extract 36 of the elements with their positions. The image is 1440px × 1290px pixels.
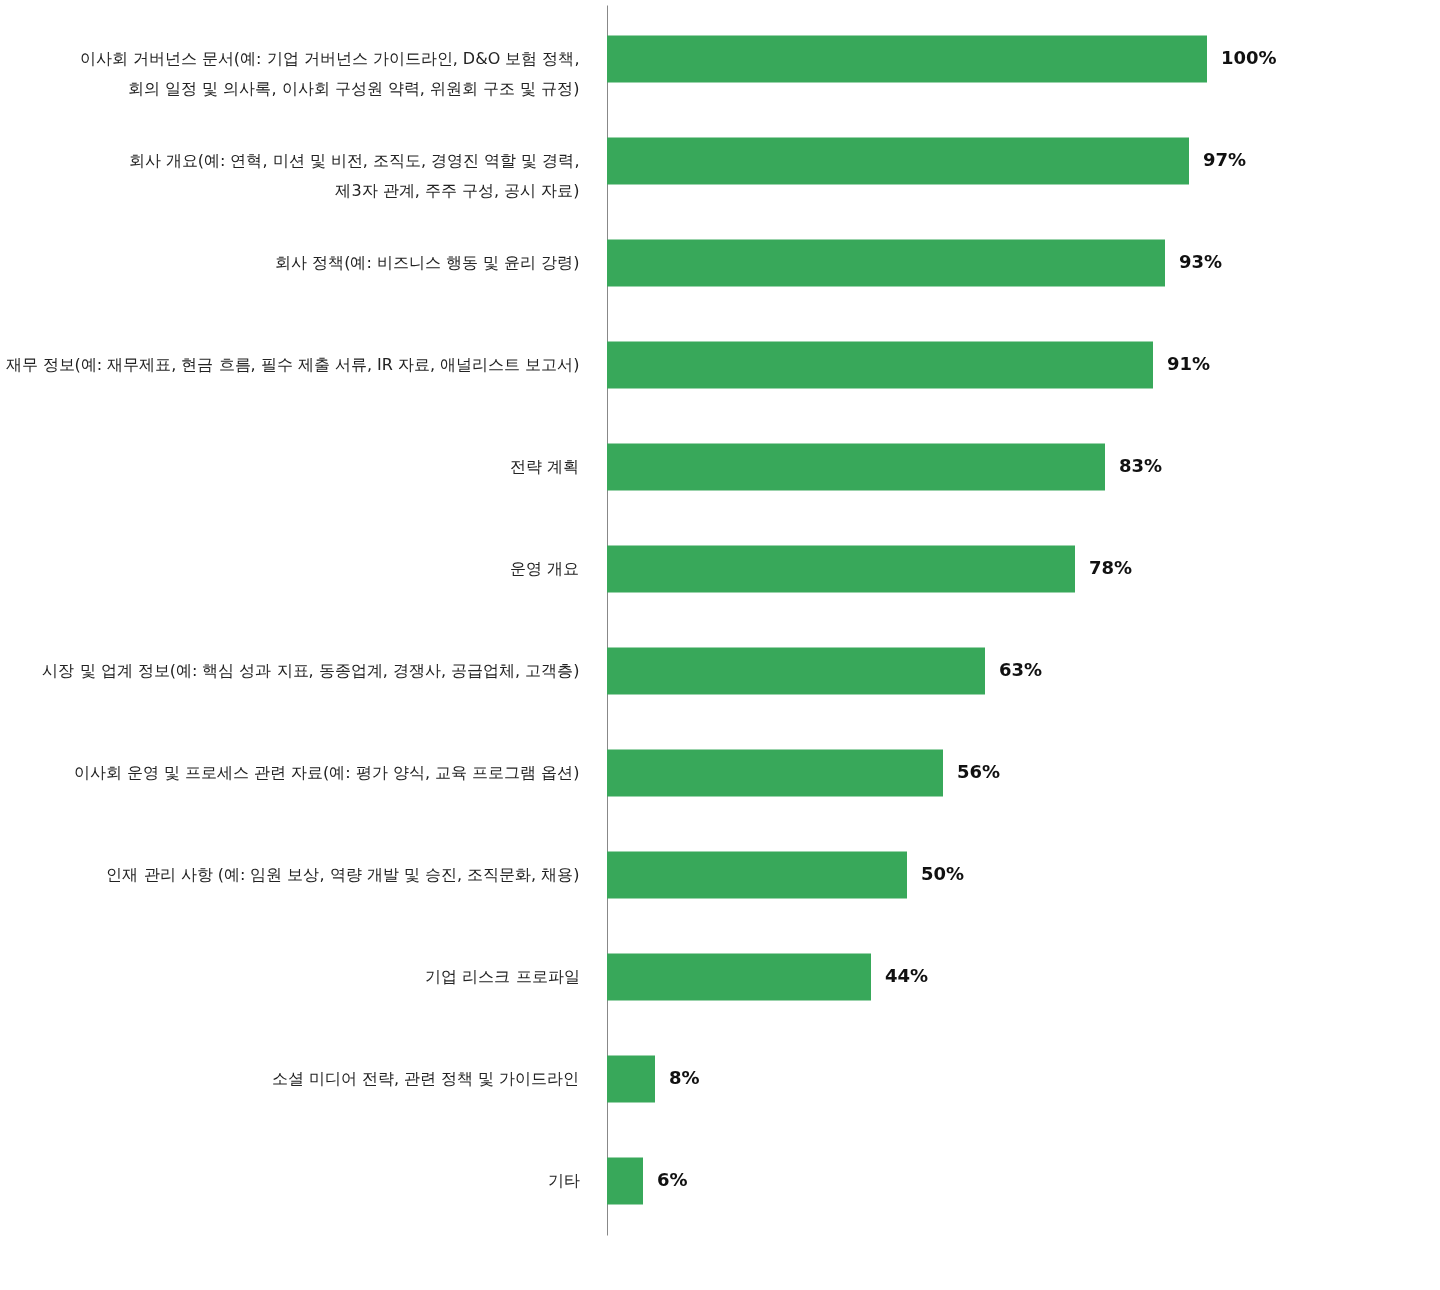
- bar: [607, 545, 1075, 593]
- data-label: 100%: [1221, 47, 1277, 69]
- data-label: 78%: [1089, 557, 1133, 579]
- bar: [607, 239, 1165, 287]
- y-tick-label: 재무 정보(예: 재무제표, 현금 흐름, 필수 제출 서류, IR 자료, 애널리스트 보고서): [5, 355, 580, 375]
- y-tick-label: 기업 리스크 프로파일: [425, 966, 580, 986]
- bar: [607, 443, 1105, 491]
- data-label: 50%: [921, 862, 965, 884]
- data-label: 56%: [957, 760, 1001, 782]
- data-label: 63%: [999, 658, 1043, 680]
- data-label: 93%: [1179, 251, 1223, 273]
- y-tick-label: 회사 개요(예: 연혁, 미션 및 비전, 조직도, 경영진 역할 및 경력, 제3자 관계, 주주 구성, 공시 자료): [128, 151, 580, 201]
- y-tick-label: 인재 관리 사항 (예: 임원 보상, 역량 개발 및 승진, 조직문화, 채용): [106, 864, 580, 884]
- bar: [607, 341, 1153, 389]
- y-tick-label: 시장 및 업계 정보(예: 핵심 성과 지표, 동종업계, 경쟁사, 공급업체, 고객층): [42, 660, 580, 680]
- data-label: 91%: [1167, 353, 1211, 375]
- data-label: 6%: [657, 1168, 688, 1190]
- bar: [607, 851, 907, 899]
- data-label: 8%: [669, 1066, 700, 1088]
- data-label: 83%: [1119, 455, 1163, 477]
- bar: [607, 647, 985, 695]
- data-label: 97%: [1203, 149, 1247, 171]
- y-tick-label: 회사 정책(예: 비즈니스 행동 및 윤리 강령): [275, 253, 580, 273]
- y-tick-label: 이사회 거버넌스 문서(예: 기업 거버넌스 가이드라인, D&O 보험 정책, 회의 일정 및 의사록, 이사회 구성원 약력, 위원회 구조 및 규정): [79, 49, 580, 99]
- y-tick-label: 이사회 운영 및 프로세스 관련 자료(예: 평가 양식, 교육 프로그램 옵션): [73, 762, 580, 782]
- y-tick-label: 전략 계획: [510, 457, 580, 477]
- y-tick-label: 운영 개요: [510, 559, 580, 579]
- bar: [607, 953, 871, 1001]
- bar: [607, 137, 1189, 185]
- y-tick-label: 기타: [547, 1170, 580, 1190]
- data-label: 44%: [885, 964, 929, 986]
- y-tick-label: 소셜 미디어 전략, 관련 정책 및 가이드라인: [271, 1068, 580, 1088]
- bar: [607, 1055, 655, 1103]
- bar: [607, 749, 943, 797]
- bar: [607, 1157, 643, 1205]
- bar: [607, 35, 1207, 83]
